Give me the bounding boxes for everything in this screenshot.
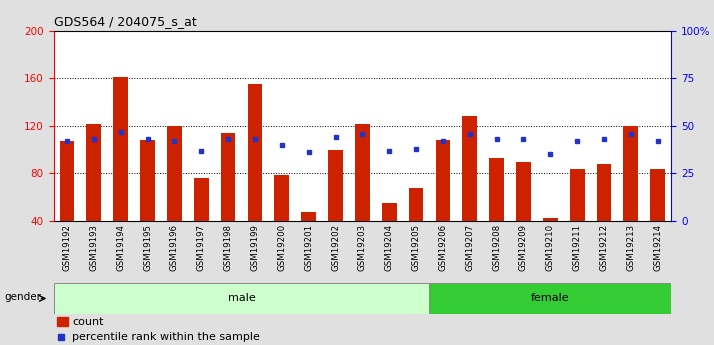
Bar [54,283,430,314]
Bar [516,161,531,221]
Text: GSM19204: GSM19204 [385,224,393,271]
Text: GSM19209: GSM19209 [519,224,528,271]
Text: GSM19211: GSM19211 [573,224,582,271]
Bar [355,124,370,221]
Text: percentile rank within the sample: percentile rank within the sample [72,332,260,342]
Text: GSM19213: GSM19213 [626,224,635,271]
Bar [623,126,638,221]
Text: GSM19212: GSM19212 [600,224,608,271]
Text: GSM19208: GSM19208 [492,224,501,271]
Text: GSM19202: GSM19202 [331,224,340,271]
Bar [570,169,585,221]
Bar [86,124,101,221]
Text: GSM19200: GSM19200 [277,224,286,271]
Bar [597,164,611,221]
Text: GDS564 / 204075_s_at: GDS564 / 204075_s_at [54,16,196,29]
Text: GSM19196: GSM19196 [170,224,179,271]
Text: GSM19207: GSM19207 [466,224,474,271]
Text: GSM19193: GSM19193 [89,224,99,271]
Text: gender: gender [4,292,41,302]
Text: GSM19197: GSM19197 [197,224,206,271]
Text: female: female [531,294,570,303]
Bar [436,140,451,221]
Bar [194,178,208,221]
Text: GSM19201: GSM19201 [304,224,313,271]
Text: GSM19203: GSM19203 [358,224,367,271]
Text: male: male [228,294,256,303]
Bar [140,140,155,221]
Bar [274,175,289,221]
Bar [650,169,665,221]
Bar [114,77,128,221]
Text: GSM19205: GSM19205 [411,224,421,271]
Bar [167,126,182,221]
Bar [489,158,504,221]
Text: GSM19214: GSM19214 [653,224,662,271]
Text: GSM19194: GSM19194 [116,224,125,271]
Bar [382,203,396,221]
Text: GSM19195: GSM19195 [143,224,152,271]
Bar [328,150,343,221]
Bar [59,141,74,221]
Text: GSM19210: GSM19210 [545,224,555,271]
Text: GSM19199: GSM19199 [251,224,259,271]
Bar [248,85,262,221]
Text: GSM19192: GSM19192 [63,224,71,271]
Text: GSM19198: GSM19198 [223,224,233,271]
Bar [56,317,68,326]
Bar [221,133,236,221]
Bar [463,117,477,221]
Bar [430,283,671,314]
Text: GSM19206: GSM19206 [438,224,448,271]
Bar [301,213,316,221]
Bar [543,218,558,221]
Text: count: count [72,317,104,327]
Bar [408,188,423,221]
